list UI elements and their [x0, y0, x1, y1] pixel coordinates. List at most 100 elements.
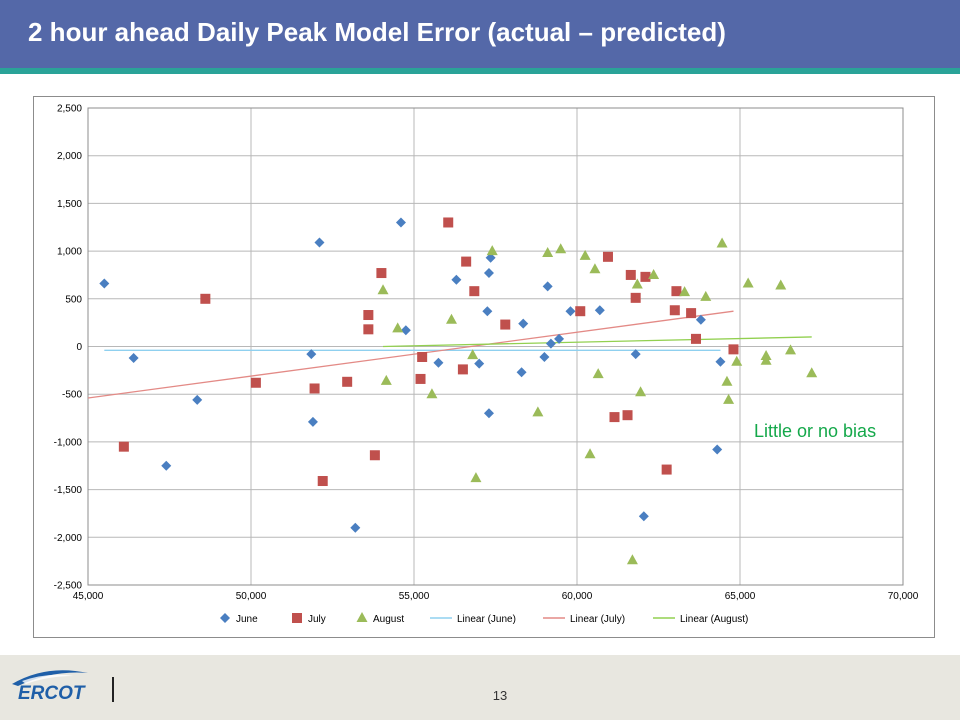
july-point	[686, 308, 697, 319]
june-point	[539, 351, 550, 362]
august-point	[716, 237, 728, 248]
scatter-chart: 2,500 2,000 1,500 1,000 500 0 -500 -1,000 -1,500…	[54, 104, 919, 626]
august-point	[392, 322, 404, 333]
y-tick-label: -1,500	[54, 485, 83, 496]
july-point	[575, 306, 586, 317]
june-point	[395, 217, 406, 228]
august-point	[760, 354, 772, 365]
legend-label-trendline: Linear (July)	[570, 614, 625, 625]
august-point	[532, 406, 544, 417]
august-point	[380, 374, 392, 385]
june-point	[128, 352, 139, 363]
x-tick-label: 60,000	[562, 591, 593, 602]
august-point	[589, 263, 601, 274]
july-point	[309, 383, 320, 394]
july-point	[500, 319, 511, 330]
august-point	[742, 277, 754, 288]
page-number: 13	[492, 688, 508, 703]
july-point	[443, 217, 454, 228]
june-point	[451, 274, 462, 285]
august-point	[467, 349, 479, 360]
july-point	[317, 476, 328, 487]
july-point	[376, 268, 387, 279]
legend-label-june: June	[236, 614, 258, 625]
august-point	[542, 247, 554, 258]
july-point	[671, 286, 682, 297]
august-point	[584, 448, 596, 459]
august-point	[635, 386, 647, 397]
chart-frame	[33, 96, 935, 638]
june-point	[485, 252, 496, 263]
x-tick-label: 65,000	[725, 591, 756, 602]
june-point	[306, 349, 317, 360]
july-point	[363, 324, 374, 335]
july-point	[200, 293, 211, 304]
slide-title: 2 hour ahead Daily Peak Model Error (act…	[28, 17, 726, 47]
y-tick-label: 2,000	[57, 151, 82, 162]
legend-label-august: August	[373, 614, 404, 625]
june-point	[565, 306, 576, 317]
bias-annotation: Little or no bias	[754, 421, 876, 441]
july-point	[602, 251, 613, 262]
august-point	[626, 554, 638, 565]
august-point	[445, 313, 457, 324]
june-point	[554, 333, 565, 344]
y-tick-label: -1,000	[54, 437, 83, 448]
july-point	[622, 410, 633, 421]
august-point	[579, 249, 591, 260]
august-point	[631, 278, 643, 289]
june-point	[482, 306, 493, 317]
july-point	[469, 286, 480, 297]
june-point	[542, 281, 553, 292]
legend-swatch-july	[292, 613, 302, 623]
august-point	[723, 393, 735, 404]
footer-bar	[0, 655, 960, 720]
july-point	[118, 441, 129, 452]
june-point	[307, 416, 318, 427]
june-point	[400, 325, 411, 336]
june-point	[712, 444, 723, 455]
y-tick-label: -500	[62, 390, 82, 401]
august-point	[377, 284, 389, 295]
june-point	[483, 268, 494, 279]
august-point	[486, 245, 498, 256]
june-point	[630, 349, 641, 360]
june-point	[518, 318, 529, 329]
legend-label-july: July	[308, 614, 326, 625]
july-point	[342, 376, 353, 387]
august-point	[426, 388, 438, 399]
june-point	[715, 356, 726, 367]
ercot-logo: ERCOT	[12, 670, 88, 704]
june-point	[545, 338, 556, 349]
legend-label-trendline: Linear (June)	[457, 614, 516, 625]
july-point	[625, 269, 636, 280]
july-point	[250, 377, 261, 388]
august-point	[679, 286, 691, 297]
logo-text: ERCOT	[18, 683, 86, 704]
plot-area-border	[87, 107, 904, 586]
trendline-linear-august	[383, 336, 812, 348]
august-point	[775, 279, 787, 290]
july-point	[661, 464, 672, 475]
july-point	[640, 271, 651, 282]
august-point	[648, 268, 660, 279]
august-point	[555, 243, 567, 254]
july-point	[630, 292, 641, 303]
august-point	[700, 290, 712, 301]
june-point	[474, 358, 485, 369]
logo-divider	[112, 677, 114, 702]
august-point	[592, 368, 604, 379]
july-point	[363, 310, 374, 321]
june-point	[638, 511, 649, 522]
june-point	[483, 408, 494, 419]
august-point	[806, 367, 818, 378]
logo-swoosh-inner	[22, 674, 74, 684]
august-point	[785, 344, 797, 355]
legend-swatch-august	[356, 612, 368, 622]
x-tick-label: 45,000	[73, 591, 104, 602]
june-point	[161, 460, 172, 471]
august-point	[470, 472, 482, 483]
y-tick-label: -2,000	[54, 533, 83, 544]
y-tick-label: 1,000	[57, 247, 82, 258]
y-tick-label: 1,500	[57, 199, 82, 210]
